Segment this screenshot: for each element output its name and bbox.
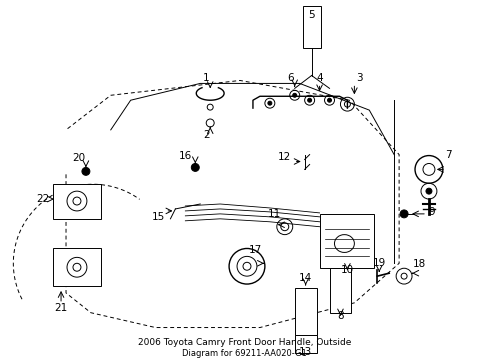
Text: 9: 9: [428, 207, 434, 217]
Text: 7: 7: [445, 150, 451, 159]
Text: 19: 19: [372, 258, 385, 268]
Text: 16: 16: [178, 150, 192, 161]
Text: 2: 2: [203, 130, 209, 140]
Circle shape: [327, 98, 331, 102]
Text: 11: 11: [267, 209, 281, 219]
Text: 17: 17: [248, 246, 261, 256]
Text: 10: 10: [340, 265, 353, 275]
Circle shape: [82, 167, 90, 175]
Circle shape: [307, 98, 311, 102]
Text: 22: 22: [37, 194, 50, 204]
Text: 18: 18: [411, 259, 425, 269]
Bar: [53, 184, 101, 219]
Circle shape: [267, 101, 271, 105]
Bar: [329, 268, 351, 313]
Bar: [294, 288, 316, 336]
Text: 8: 8: [336, 311, 343, 321]
Text: 13: 13: [299, 347, 312, 357]
Circle shape: [400, 273, 406, 279]
Text: 12: 12: [278, 152, 291, 162]
Bar: [53, 248, 101, 286]
Circle shape: [425, 188, 431, 194]
Text: 1: 1: [203, 73, 209, 84]
Text: 6: 6: [287, 73, 293, 84]
Text: Diagram for 69211-AA020-G1: Diagram for 69211-AA020-G1: [182, 349, 306, 358]
Text: 4: 4: [316, 73, 322, 84]
Bar: [302, 6, 320, 48]
Text: 15: 15: [152, 212, 165, 222]
Bar: [319, 214, 373, 268]
Circle shape: [292, 93, 296, 97]
Text: 14: 14: [299, 273, 312, 283]
Text: 21: 21: [54, 303, 67, 313]
Text: 3: 3: [355, 73, 362, 84]
Circle shape: [399, 210, 407, 218]
Text: 5: 5: [307, 10, 314, 20]
Text: 2006 Toyota Camry Front Door Handle, Outside: 2006 Toyota Camry Front Door Handle, Out…: [138, 338, 350, 347]
Bar: [294, 336, 316, 353]
Circle shape: [191, 163, 199, 171]
Text: 20: 20: [72, 153, 85, 163]
